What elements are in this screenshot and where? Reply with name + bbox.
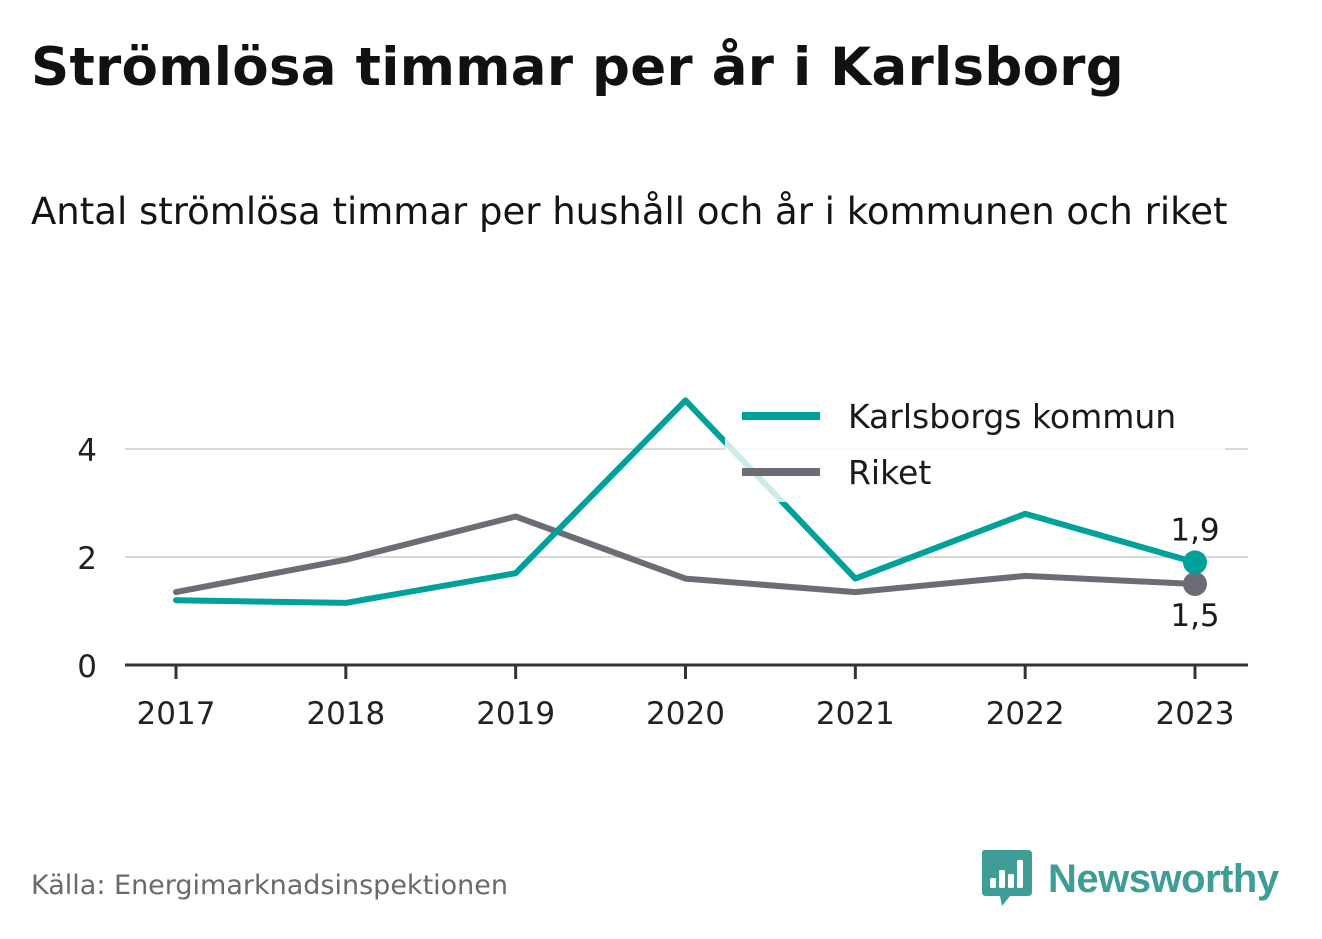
series-line-0 [173, 397, 1198, 606]
legend-label: Riket [848, 453, 931, 492]
y-tick-label: 2 [77, 541, 97, 577]
y-tick-label: 0 [77, 649, 97, 685]
brand-name: Newsworthy [1048, 856, 1279, 901]
end-value-label: 1,5 [1170, 598, 1219, 634]
x-tick-label: 2018 [306, 696, 385, 732]
x-tick-label: 2017 [137, 696, 216, 732]
y-axis: 0 2 4 [77, 433, 97, 685]
x-tick-label: 2021 [816, 696, 895, 732]
x-axis [125, 663, 1248, 679]
end-value-label: 1,9 [1170, 512, 1219, 548]
x-tick-label: 2022 [986, 696, 1065, 732]
y-tick-label: 4 [77, 433, 97, 469]
series-end-point-1 [1183, 572, 1207, 596]
x-tick-labels: 2017 2018 2019 2020 2021 2022 2023 [137, 696, 1235, 732]
newsworthy-logo-icon [982, 850, 1032, 906]
x-tick-label: 2019 [476, 696, 555, 732]
series-end-point-0 [1183, 550, 1207, 575]
chart-subtitle: Antal strömlösa timmar per hushåll och å… [31, 190, 1228, 233]
legend: Karlsborgs kommun Riket [725, 392, 1225, 502]
chart-title: Strömlösa timmar per år i Karlsborg [31, 37, 1124, 98]
series-line-1 [173, 513, 1198, 596]
end-labels: 1,9 1,5 [1170, 512, 1219, 634]
x-tick-label: 2023 [1156, 696, 1235, 732]
source-note: Källa: Energimarknadsinspektionen [31, 870, 509, 901]
x-tick-label: 2020 [646, 696, 725, 732]
legend-label: Karlsborgs kommun [848, 397, 1176, 436]
series-lines [173, 397, 1207, 606]
legend-background [725, 392, 1225, 502]
brand-logo: Newsworthy [980, 848, 1279, 910]
